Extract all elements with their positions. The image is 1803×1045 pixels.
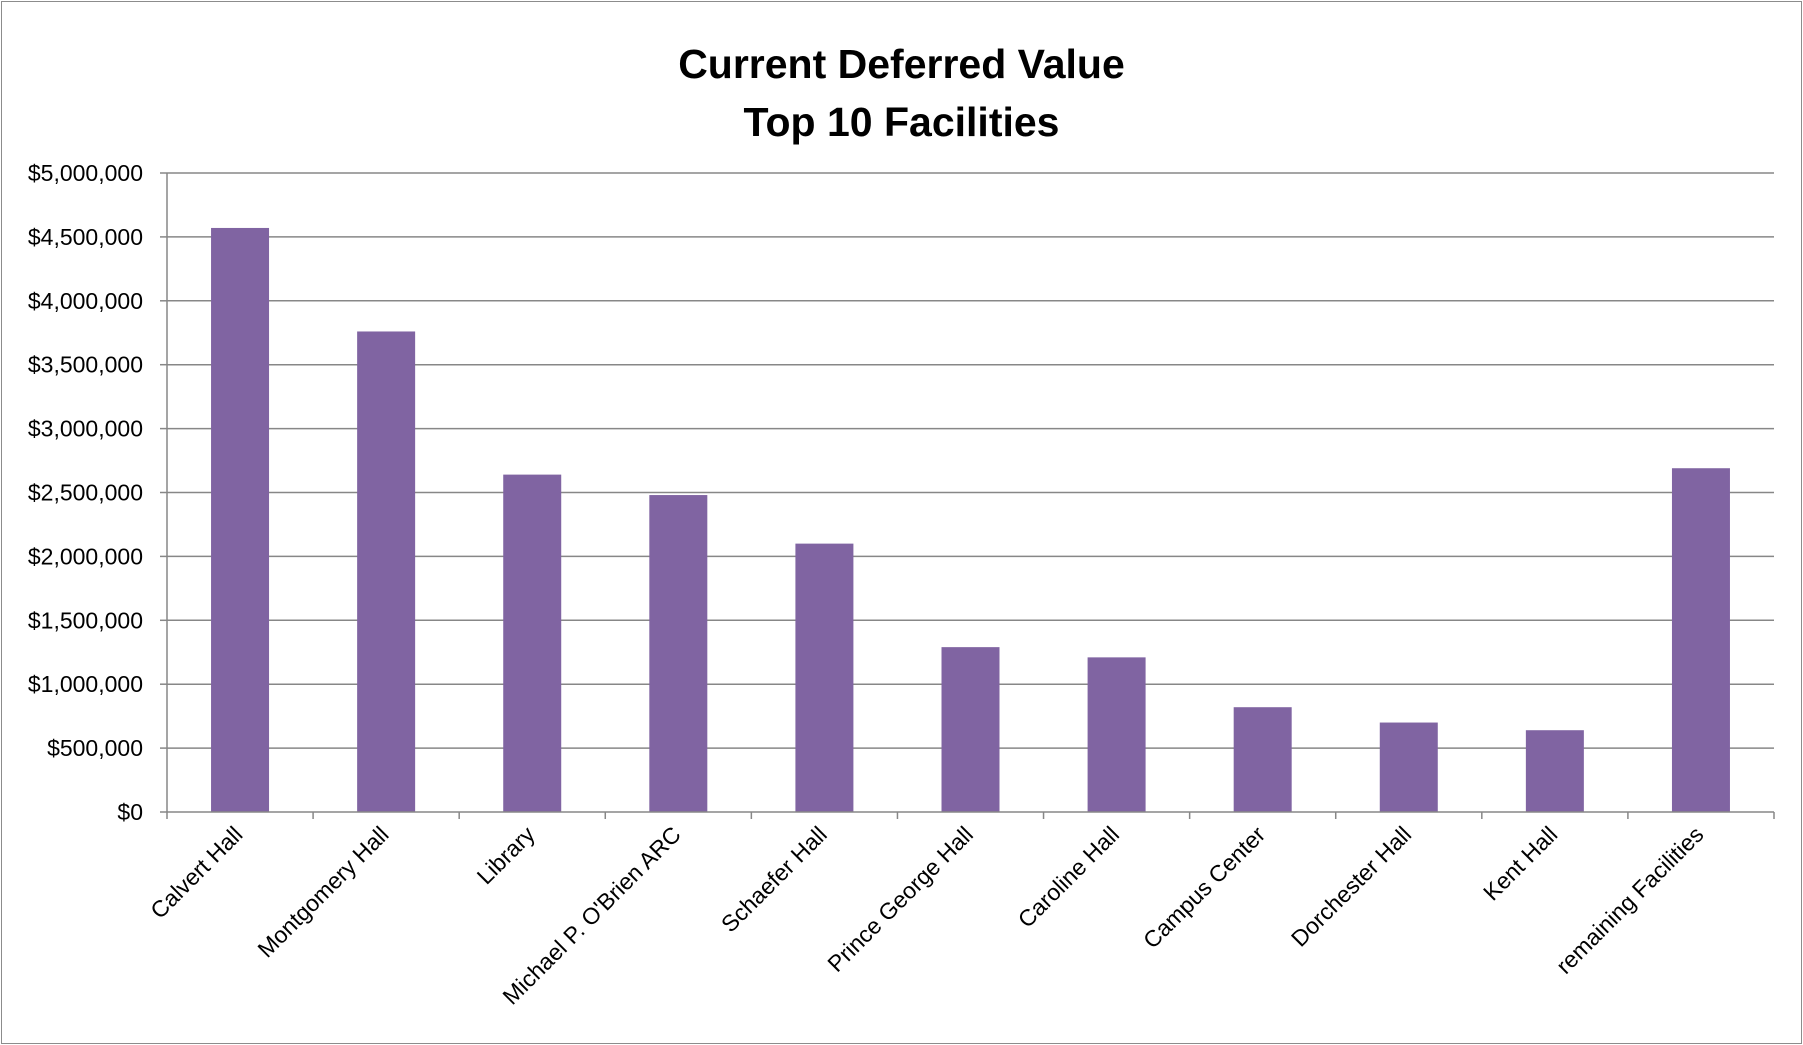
- x-tick-label: Campus Center: [1138, 821, 1271, 954]
- chart-title-line-2: Top 10 Facilities: [743, 99, 1060, 145]
- grid-lines: [167, 172, 1774, 749]
- bar: [1233, 707, 1292, 812]
- x-tick-label: Montgomery Hall: [252, 821, 393, 962]
- y-tick-label: $3,000,000: [28, 416, 143, 442]
- bar: [357, 331, 416, 812]
- bar: [649, 495, 708, 812]
- axes: [160, 172, 1775, 819]
- bar: [211, 227, 270, 813]
- x-tick-label: Library: [472, 821, 540, 889]
- bar: [941, 647, 1000, 812]
- bar: [1087, 657, 1146, 812]
- bar: [503, 474, 562, 812]
- x-tick-label: Calvert Hall: [145, 821, 247, 923]
- y-axis-tick-labels: $0 $500,000 $1,000,000 $1,500,000 $2,000,000…: [28, 160, 143, 825]
- y-tick-label: $4,000,000: [28, 288, 143, 314]
- y-tick-label: $5,000,000: [28, 160, 143, 186]
- y-tick-label: $2,500,000: [28, 480, 143, 506]
- x-tick-label: Kent Hall: [1478, 821, 1562, 905]
- bar: [1379, 722, 1438, 812]
- x-axis-tick-labels: Calvert Hall Montgomery Hall LibraryMichae…: [145, 821, 1708, 1010]
- y-tick-label: $1,500,000: [28, 607, 143, 633]
- x-tick-label: Dorchester Hall: [1286, 821, 1416, 951]
- chart-title-line-1: Current Deferred Value: [678, 41, 1125, 87]
- y-tick-label: $1,000,000: [28, 671, 143, 697]
- bar: [1671, 468, 1730, 812]
- y-tick-label: $0: [117, 799, 143, 825]
- x-tick-label: Prince George Hall: [822, 821, 978, 977]
- x-tick-label: remaining Facilities: [1551, 821, 1709, 979]
- x-tick-label: Schaefer Hall: [716, 821, 832, 937]
- y-tick-label: $4,500,000: [28, 224, 143, 250]
- bar: [1525, 730, 1584, 812]
- bars: [211, 227, 1730, 813]
- y-tick-label: $2,000,000: [28, 543, 143, 569]
- y-tick-label: $3,500,000: [28, 352, 143, 378]
- y-tick-label: $500,000: [47, 735, 143, 761]
- bar: [795, 543, 854, 812]
- x-tick-label: Caroline Hall: [1013, 821, 1124, 932]
